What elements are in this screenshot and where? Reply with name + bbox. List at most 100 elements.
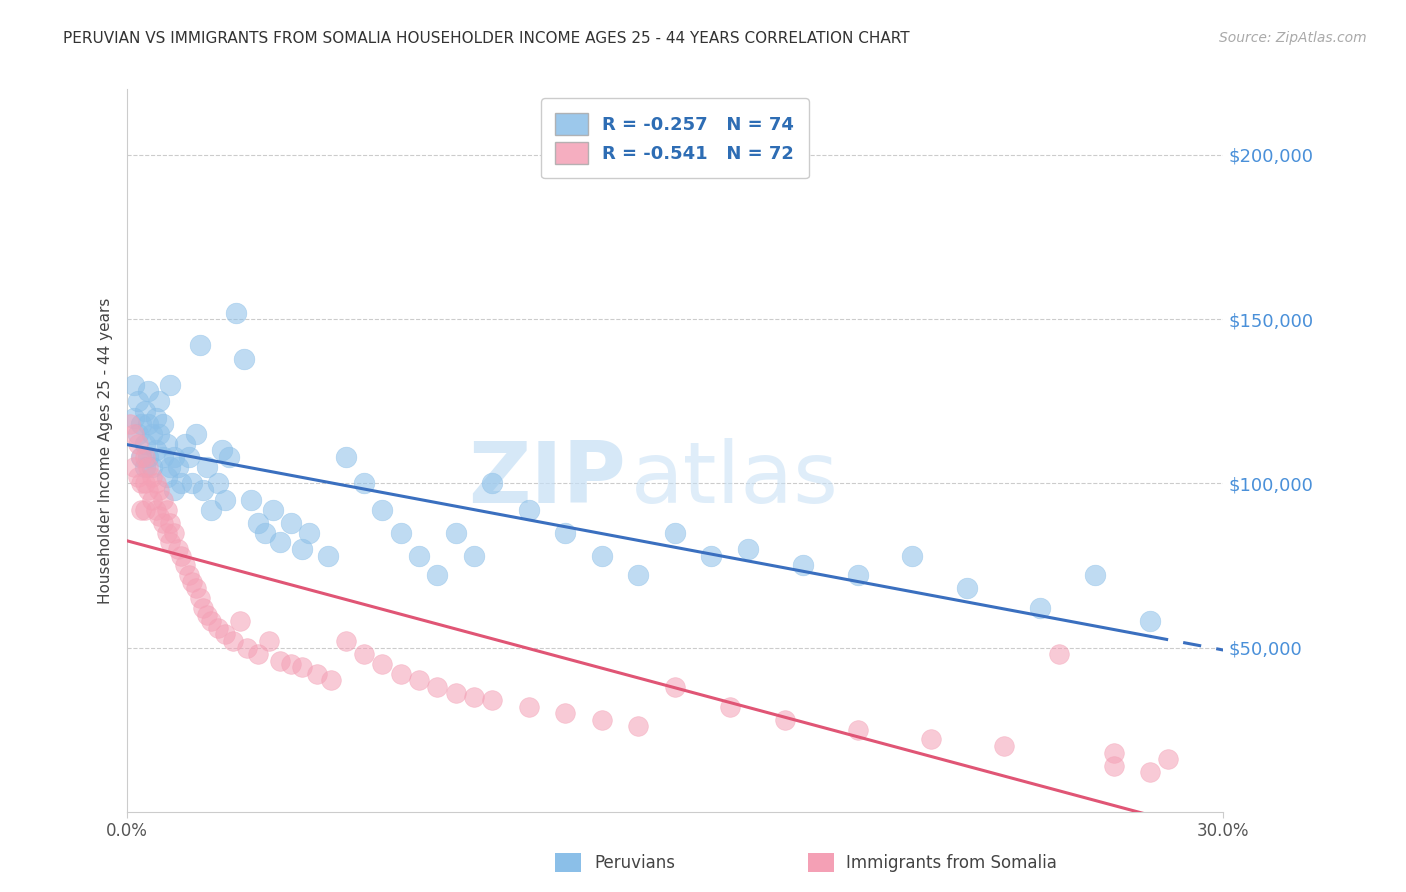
Point [773, 713, 796, 727]
Point [138, 459, 160, 474]
Point [389, 666, 412, 681]
Point [1047, 647, 1070, 661]
Point [156, 502, 179, 516]
Point [127, 469, 149, 483]
Point [200, 614, 222, 628]
Point [257, 634, 280, 648]
Point [141, 492, 163, 507]
Point [120, 417, 142, 432]
Point [148, 483, 170, 497]
Point [371, 657, 394, 671]
Point [737, 541, 759, 556]
Text: atlas: atlas [631, 438, 839, 521]
Point [159, 377, 181, 392]
Point [163, 525, 186, 540]
Point [993, 739, 1015, 753]
Point [591, 713, 613, 727]
Point [188, 338, 211, 352]
Point [517, 699, 540, 714]
Point [122, 459, 145, 474]
Point [232, 351, 254, 366]
Point [211, 443, 233, 458]
Point [141, 427, 163, 442]
Point [138, 450, 160, 464]
Point [254, 525, 277, 540]
Point [188, 591, 211, 606]
Point [193, 483, 215, 497]
Point [159, 516, 181, 530]
Point [200, 502, 222, 516]
Point [129, 417, 152, 432]
Point [463, 690, 485, 704]
Point [700, 549, 723, 563]
Point [193, 601, 215, 615]
Point [181, 476, 204, 491]
Point [152, 417, 174, 432]
Point [127, 427, 149, 442]
Point [184, 582, 207, 596]
Text: Source: ZipAtlas.com: Source: ZipAtlas.com [1219, 31, 1367, 45]
Point [792, 558, 814, 573]
Point [269, 654, 291, 668]
Point [152, 516, 174, 530]
Point [225, 305, 247, 319]
Point [138, 384, 160, 399]
Point [247, 647, 270, 661]
Point [236, 640, 259, 655]
Point [129, 450, 152, 464]
Point [481, 476, 503, 491]
Point [1139, 614, 1161, 628]
Point [159, 459, 181, 474]
Point [148, 394, 170, 409]
Point [1084, 568, 1107, 582]
Point [166, 459, 188, 474]
Point [145, 476, 167, 491]
Point [177, 450, 200, 464]
Point [627, 568, 650, 582]
Point [214, 492, 236, 507]
Point [145, 410, 167, 425]
Point [218, 450, 240, 464]
Point [221, 634, 243, 648]
Point [335, 634, 357, 648]
Point [280, 657, 302, 671]
Point [353, 647, 375, 661]
Point [141, 459, 163, 474]
Point [207, 621, 229, 635]
Point [170, 549, 193, 563]
Point [389, 525, 412, 540]
Point [129, 450, 152, 464]
Point [444, 525, 467, 540]
Point [181, 574, 204, 589]
Point [463, 549, 485, 563]
Point [335, 450, 357, 464]
Point [134, 476, 156, 491]
Point [207, 476, 229, 491]
Point [239, 492, 262, 507]
Point [291, 660, 314, 674]
Point [134, 450, 156, 464]
Legend: R = -0.257   N = 74, R = -0.541   N = 72: R = -0.257 N = 74, R = -0.541 N = 72 [541, 98, 808, 178]
Point [718, 699, 741, 714]
Text: ZIP: ZIP [468, 438, 626, 521]
Point [247, 516, 270, 530]
Point [134, 459, 156, 474]
Point [371, 502, 394, 516]
Point [166, 541, 188, 556]
Point [1102, 746, 1125, 760]
Point [122, 377, 145, 392]
Point [141, 469, 163, 483]
Point [321, 673, 343, 688]
Point [517, 502, 540, 516]
Point [269, 535, 291, 549]
Point [152, 450, 174, 464]
Point [170, 476, 193, 491]
Point [148, 427, 170, 442]
Point [444, 686, 467, 700]
Point [426, 680, 449, 694]
Point [129, 476, 152, 491]
Point [163, 450, 186, 464]
Point [280, 516, 302, 530]
Point [664, 680, 686, 694]
Point [316, 549, 339, 563]
